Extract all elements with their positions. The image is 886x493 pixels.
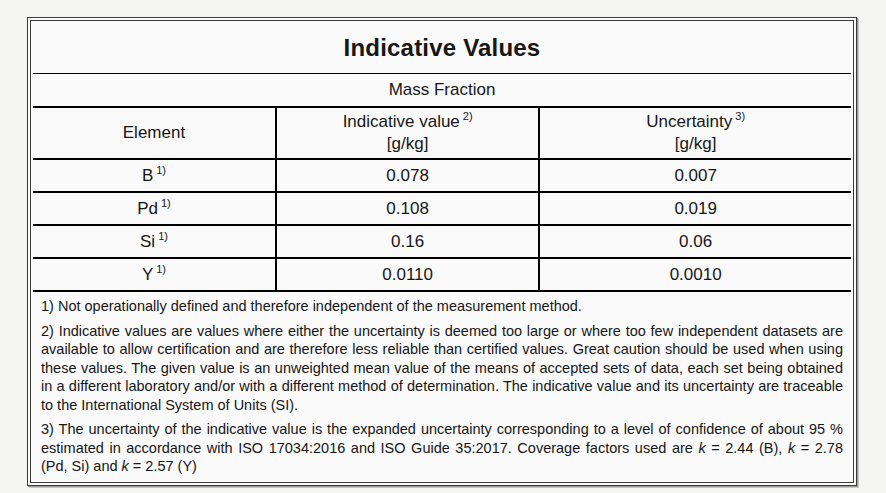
table-subtitle: Mass Fraction bbox=[33, 73, 851, 107]
footnote-3: 3) The uncertainty of the indicative val… bbox=[41, 420, 843, 476]
element-cell: Si1) bbox=[33, 225, 276, 258]
column-header-indicative-value-unit: [g/kg] bbox=[387, 134, 429, 153]
element-symbol: B bbox=[142, 166, 153, 185]
indicative-values-table-frame: Indicative Values Mass Fraction Element … bbox=[27, 17, 857, 486]
table-header-row: Element Indicative value2) [g/kg] Uncert… bbox=[33, 107, 851, 159]
element-symbol: Pd bbox=[137, 199, 158, 218]
element-cell: Y1) bbox=[33, 258, 276, 291]
column-header-indicative-value: Indicative value2) [g/kg] bbox=[276, 107, 539, 159]
footnote-ref-2: 2) bbox=[463, 110, 473, 122]
column-header-element-label: Element bbox=[123, 123, 185, 142]
uncertainty-cell: 0.007 bbox=[539, 159, 851, 192]
coverage-factor-k: k bbox=[122, 458, 129, 474]
column-header-indicative-value-label: Indicative value bbox=[343, 112, 460, 131]
footnote-ref-1: 1) bbox=[161, 197, 171, 209]
uncertainty-cell: 0.0010 bbox=[539, 258, 851, 291]
uncertainty-cell: 0.019 bbox=[539, 192, 851, 225]
footnote-ref-1: 1) bbox=[156, 164, 166, 176]
indicative-value-cell: 0.078 bbox=[276, 159, 539, 192]
column-header-uncertainty-label: Uncertainty bbox=[646, 112, 732, 131]
table-subtitle-row: Mass Fraction bbox=[33, 73, 851, 107]
table-title-row: Indicative Values bbox=[33, 23, 851, 73]
footnote-ref-1: 1) bbox=[158, 230, 168, 242]
footnote-ref-1: 1) bbox=[156, 263, 166, 275]
column-header-element: Element bbox=[33, 107, 276, 159]
column-header-uncertainty: Uncertainty3) [g/kg] bbox=[539, 107, 851, 159]
footnote-ref-3: 3) bbox=[735, 110, 745, 122]
document-page: Indicative Values Mass Fraction Element … bbox=[0, 0, 886, 486]
indicative-value-cell: 0.108 bbox=[276, 192, 539, 225]
table-row-b: B1) 0.078 0.007 bbox=[33, 159, 851, 192]
table-row-si: Si1) 0.16 0.06 bbox=[33, 225, 851, 258]
table-row-pd: Pd1) 0.108 0.019 bbox=[33, 192, 851, 225]
table-title: Indicative Values bbox=[33, 23, 851, 73]
indicative-value-cell: 0.16 bbox=[276, 225, 539, 258]
footnote-3-text: = 2.57 (Y) bbox=[129, 458, 197, 474]
footnotes-cell: 1) Not operationally defined and therefo… bbox=[33, 291, 851, 480]
element-symbol: Y bbox=[142, 265, 153, 284]
table-row-y: Y1) 0.0110 0.0010 bbox=[33, 258, 851, 291]
indicative-value-cell: 0.0110 bbox=[276, 258, 539, 291]
uncertainty-cell: 0.06 bbox=[539, 225, 851, 258]
element-symbol: Si bbox=[140, 232, 155, 251]
element-cell: Pd1) bbox=[33, 192, 276, 225]
footnote-3-text: = 2.44 (B), bbox=[706, 440, 788, 456]
column-header-uncertainty-unit: [g/kg] bbox=[675, 134, 717, 153]
element-cell: B1) bbox=[33, 159, 276, 192]
footnotes-section: 1) Not operationally defined and therefo… bbox=[33, 291, 851, 480]
footnote-1: 1) Not operationally defined and therefo… bbox=[41, 297, 843, 316]
footnote-2: 2) Indicative values are values where ei… bbox=[41, 322, 843, 415]
indicative-values-table: Indicative Values Mass Fraction Element … bbox=[33, 23, 851, 480]
coverage-factor-k: k bbox=[698, 440, 705, 456]
